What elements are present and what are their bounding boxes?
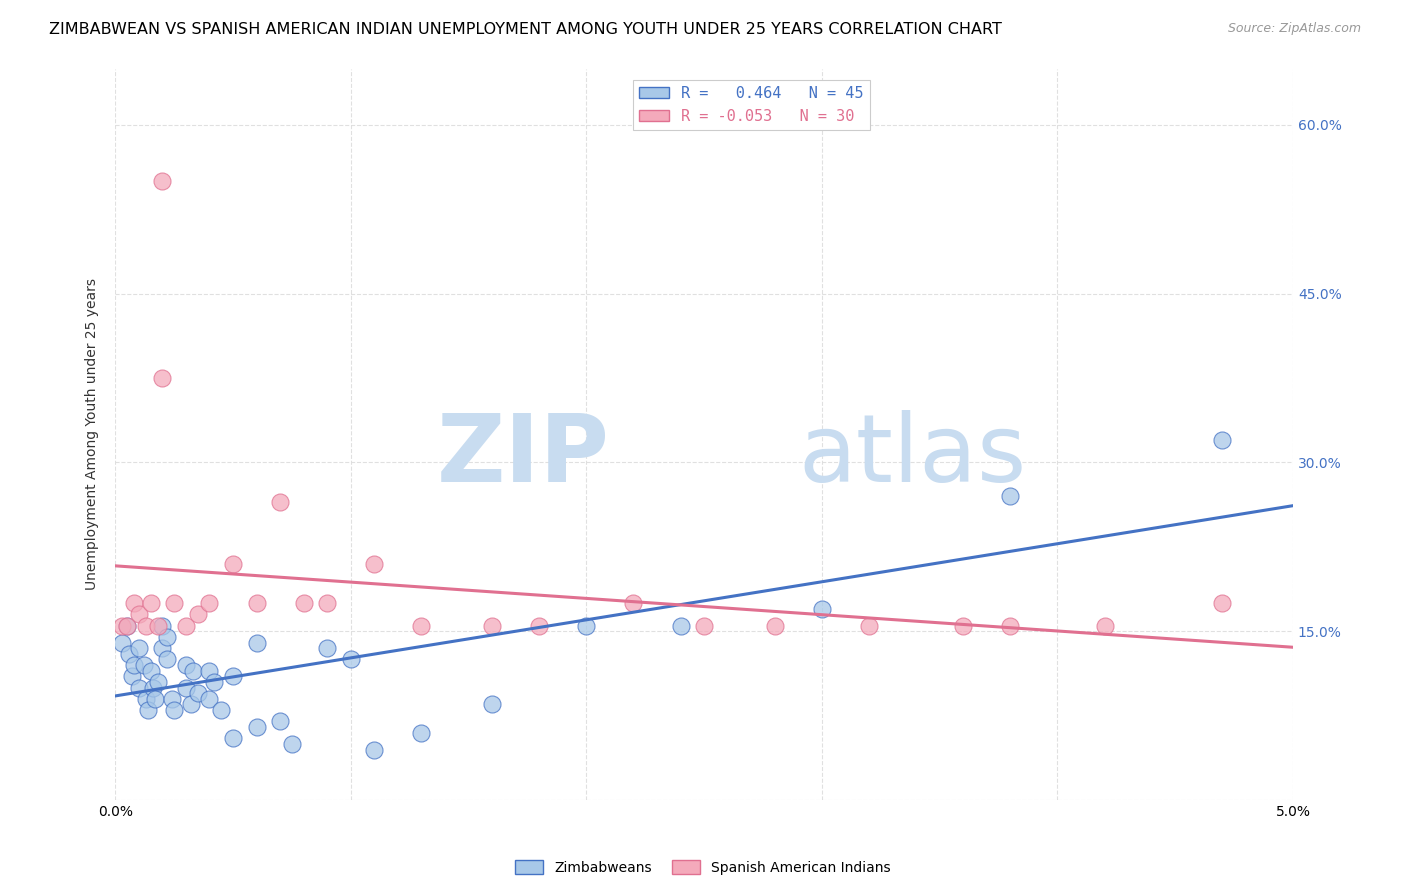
Point [118, 647, 141, 661]
Point [163, 596, 186, 610]
Point [246, 635, 269, 649]
Point [136, 703, 159, 717]
Point [222, 669, 245, 683]
Point [174, 681, 197, 695]
Point [281, 737, 304, 751]
Point [115, 618, 138, 632]
Text: atlas: atlas [799, 410, 1026, 502]
Point [316, 641, 339, 656]
Point [143, 691, 166, 706]
Legend: R =   0.464   N = 45, R = -0.053   N = 30: R = 0.464 N = 45, R = -0.053 N = 30 [633, 79, 870, 129]
Point [1211, 596, 1233, 610]
Point [246, 720, 269, 734]
Point [693, 618, 716, 632]
Point [222, 557, 245, 571]
Point [202, 675, 225, 690]
Point [363, 557, 385, 571]
Point [411, 725, 433, 739]
Point [163, 703, 186, 717]
Point [139, 596, 162, 610]
Point [269, 714, 291, 729]
Point [198, 691, 221, 706]
Point [150, 618, 173, 632]
Point [174, 658, 197, 673]
Point [111, 618, 134, 632]
Point [316, 596, 339, 610]
Point [181, 664, 204, 678]
Point [858, 618, 880, 632]
Point [209, 703, 232, 717]
Point [128, 607, 150, 622]
Legend: Zimbabweans, Spanish American Indians: Zimbabweans, Spanish American Indians [509, 855, 897, 880]
Point [669, 618, 692, 632]
Point [222, 731, 245, 746]
Point [363, 742, 385, 756]
Point [411, 618, 433, 632]
Text: ZIP: ZIP [437, 410, 610, 502]
Point [115, 618, 138, 632]
Y-axis label: Unemployment Among Youth under 25 years: Unemployment Among Youth under 25 years [86, 278, 100, 591]
Point [481, 618, 503, 632]
Point [142, 681, 165, 695]
Point [128, 681, 150, 695]
Point [150, 371, 173, 385]
Point [139, 664, 162, 678]
Point [763, 618, 786, 632]
Point [529, 618, 551, 632]
Point [198, 664, 221, 678]
Point [128, 641, 150, 656]
Point [246, 596, 269, 610]
Point [1000, 489, 1022, 503]
Point [132, 658, 155, 673]
Point [198, 596, 221, 610]
Point [340, 652, 363, 666]
Point [1000, 618, 1022, 632]
Point [187, 607, 209, 622]
Point [150, 174, 173, 188]
Point [135, 691, 157, 706]
Text: Source: ZipAtlas.com: Source: ZipAtlas.com [1227, 22, 1361, 36]
Point [623, 596, 645, 610]
Point [160, 691, 183, 706]
Point [121, 669, 143, 683]
Point [156, 652, 179, 666]
Point [150, 641, 173, 656]
Point [481, 698, 503, 712]
Point [269, 495, 291, 509]
Point [1094, 618, 1116, 632]
Point [146, 618, 169, 632]
Point [811, 602, 834, 616]
Point [952, 618, 974, 632]
Text: ZIMBABWEAN VS SPANISH AMERICAN INDIAN UNEMPLOYMENT AMONG YOUTH UNDER 25 YEARS CO: ZIMBABWEAN VS SPANISH AMERICAN INDIAN UN… [49, 22, 1002, 37]
Point [292, 596, 315, 610]
Point [122, 658, 145, 673]
Point [156, 630, 179, 644]
Point [174, 618, 197, 632]
Point [1211, 433, 1233, 447]
Point [135, 618, 157, 632]
Point [111, 635, 134, 649]
Point [575, 618, 598, 632]
Point [187, 686, 209, 700]
Point [180, 698, 202, 712]
Point [146, 675, 169, 690]
Point [122, 596, 145, 610]
